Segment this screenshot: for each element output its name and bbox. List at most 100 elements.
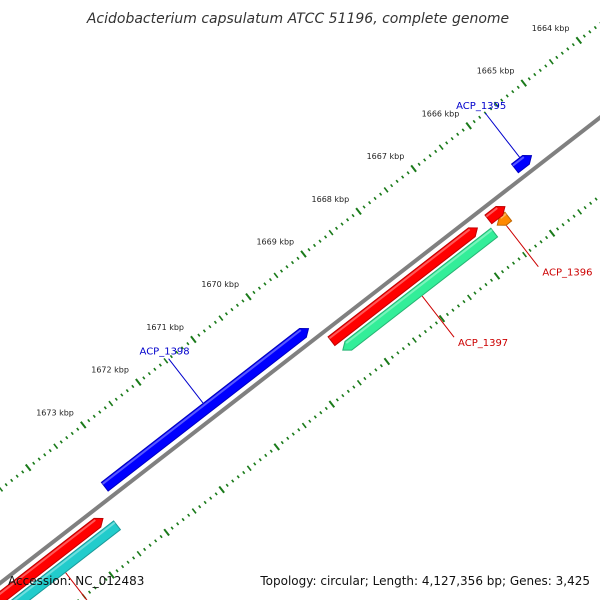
tick-mark (93, 586, 97, 590)
acp-1399-feature[interactable] (7, 520, 122, 600)
tick-mark (493, 101, 499, 108)
tick-mark (121, 564, 125, 569)
tick-label: 1671 kbp (146, 323, 184, 332)
tick-mark (324, 406, 328, 411)
tick-mark (379, 192, 383, 196)
tick-mark (373, 196, 377, 201)
tick-mark (214, 492, 218, 496)
tick-mark (571, 42, 575, 47)
tick-mark (533, 72, 537, 77)
tick-mark (390, 183, 394, 188)
tick-mark (527, 77, 531, 81)
tick-mark (180, 346, 184, 350)
tick-mark (241, 299, 245, 303)
tick-mark (428, 154, 432, 158)
gene-features (0, 155, 533, 600)
tick-label: 1666 kbp (422, 109, 460, 118)
gene-label-acp-1397[interactable]: ACP_1397 (458, 338, 508, 349)
tick-mark (341, 393, 345, 398)
tick-mark (351, 213, 355, 218)
gene-feature[interactable] (484, 206, 506, 225)
tick-label: 1667 kbp (367, 152, 405, 161)
tick-mark (307, 248, 311, 252)
tick-mark (170, 526, 174, 530)
tick-mark (252, 290, 256, 295)
callout-line (168, 358, 204, 404)
tick-mark (65, 436, 69, 440)
tick-mark (363, 376, 367, 381)
tick-mark (218, 315, 224, 321)
tick-mark (368, 372, 372, 376)
tick-mark (131, 384, 135, 389)
tick-mark (135, 378, 142, 386)
tick-mark (434, 321, 438, 325)
gene-highlight (485, 207, 498, 218)
tick-mark (257, 286, 262, 290)
tick-mark (286, 436, 290, 441)
tick-mark (478, 287, 483, 291)
tick-mark (390, 355, 394, 359)
gene-feature[interactable] (0, 517, 104, 600)
tick-mark (163, 528, 170, 537)
tick-mark (520, 79, 528, 87)
tick-mark (417, 162, 421, 166)
tick-mark (401, 346, 405, 351)
gene-highlight (101, 329, 302, 485)
gene-highlight (0, 519, 96, 596)
tick-mark (187, 513, 191, 517)
tick-mark (567, 218, 571, 223)
tick-mark (411, 337, 417, 343)
tick-mark (478, 115, 482, 119)
tick-mark (37, 457, 41, 461)
tick-mark (500, 270, 505, 274)
acp-1397-feature[interactable] (342, 227, 499, 351)
tick-mark (429, 325, 433, 329)
tick-mark (142, 376, 146, 380)
tick-mark (136, 550, 142, 557)
tick-mark (539, 240, 543, 244)
tick-mark (472, 119, 476, 124)
tick-mark (103, 406, 107, 410)
tick-mark (10, 478, 14, 483)
gene-label-acp-1398[interactable]: ACP_1398 (140, 347, 190, 358)
tick-mark (434, 149, 438, 154)
tick-mark (545, 235, 549, 240)
tick-mark (148, 543, 152, 547)
tick-mark (43, 453, 47, 457)
tick-mark (264, 453, 268, 458)
tick-mark (593, 25, 597, 30)
callout-line (65, 572, 88, 600)
tick-mark (153, 367, 157, 372)
tick-mark (269, 449, 273, 453)
tick-mark (108, 400, 114, 407)
acp-1395-feature[interactable] (510, 155, 533, 174)
tick-mark (489, 107, 493, 111)
gene-label-acp-1396[interactable]: ACP_1396 (542, 268, 592, 279)
tick-mark (438, 314, 446, 323)
tick-mark (191, 508, 197, 514)
tick-mark (53, 443, 59, 450)
tick-mark (263, 282, 267, 286)
tick-mark (589, 201, 593, 206)
tick-mark (556, 227, 560, 231)
tick-mark (297, 428, 301, 432)
tick-mark (493, 272, 501, 280)
tick-mark (70, 431, 74, 436)
tick-mark (208, 324, 212, 329)
tick-mark (225, 483, 229, 488)
gene-feature[interactable] (327, 227, 479, 347)
tick-mark (533, 244, 538, 248)
tick-mark (438, 144, 444, 151)
tick-mark (506, 265, 510, 270)
tick-mark (313, 415, 317, 419)
tick-mark (59, 440, 63, 444)
acp-1398-feature[interactable] (100, 328, 310, 492)
tick-mark (423, 158, 427, 162)
tick-label: 1665 kbp (477, 67, 515, 76)
tick-mark (346, 218, 350, 222)
gene-label-acp-1395[interactable]: ACP_1395 (456, 101, 506, 112)
tick-mark (203, 500, 207, 505)
genome-summary: Topology: circular; Length: 4,127,356 bp… (260, 574, 590, 588)
tick-mark (467, 294, 472, 301)
